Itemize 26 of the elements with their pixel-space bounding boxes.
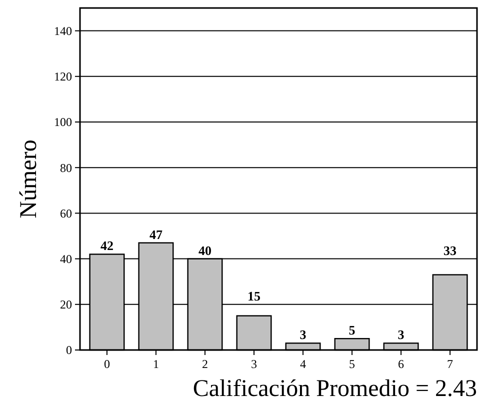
x-axis-title: Calificación Promedio = 2.43	[192, 376, 477, 402]
data-label: 5	[348, 322, 356, 338]
y-axis-title: Número	[16, 140, 42, 218]
data-label: 3	[300, 327, 307, 342]
data-label: 40	[198, 242, 212, 258]
y-tick-label: 40	[60, 252, 72, 266]
y-tick-label: 0	[66, 343, 72, 358]
y-tick-label: 120	[54, 70, 72, 84]
y-tick-label: 20	[60, 298, 72, 312]
x-tick-label: 6	[398, 357, 404, 371]
data-label: 33	[444, 242, 458, 258]
x-tick-label: 2	[202, 357, 208, 371]
y-tick-label: 60	[60, 206, 72, 220]
x-tick-label: 4	[300, 357, 306, 371]
y-tick-label: 140	[54, 24, 72, 38]
y-tick-label: 80	[60, 160, 72, 175]
data-label: 47	[149, 226, 163, 242]
x-tick-label: 5	[349, 357, 356, 371]
data-label: 3	[398, 327, 405, 342]
y-tick-label: 100	[54, 115, 72, 130]
x-tick-label: 0	[104, 357, 110, 371]
x-tick-label: 7	[447, 357, 454, 371]
x-tick-label: 1	[152, 357, 159, 371]
x-tick-label: 3	[250, 357, 257, 371]
data-label: 42	[100, 238, 114, 254]
data-label: 15	[247, 288, 261, 304]
